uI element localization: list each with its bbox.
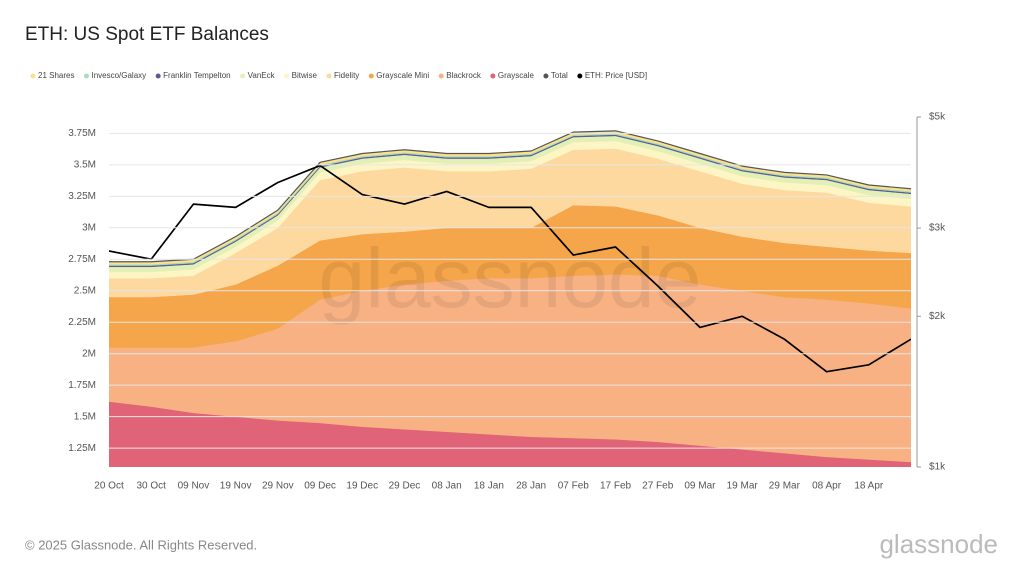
brand-logo: glassnode xyxy=(879,529,998,559)
x-tick-label: 19 Nov xyxy=(220,481,252,492)
x-tick-label: 09 Dec xyxy=(304,481,336,492)
legend-label: Invesco/Galaxy xyxy=(91,71,146,80)
x-tick-label: 28 Jan xyxy=(516,481,546,492)
y-tick-label: 2.5M xyxy=(74,285,96,296)
x-tick-label: 29 Dec xyxy=(389,481,421,492)
legend-marker xyxy=(83,73,89,79)
y2-tick-label: $2k xyxy=(929,311,946,322)
legend-marker xyxy=(577,73,583,79)
legend-marker xyxy=(326,73,332,79)
x-tick-label: 18 Jan xyxy=(474,481,504,492)
legend-marker xyxy=(368,73,374,79)
legend-label: Grayscale xyxy=(498,71,535,80)
line xyxy=(109,164,911,373)
y2-tick-label: $3k xyxy=(929,223,946,234)
legend-marker xyxy=(490,73,496,79)
x-tick-label: 29 Nov xyxy=(262,481,294,492)
legend-label: Bitwise xyxy=(292,71,318,80)
legend-marker xyxy=(155,73,161,79)
y-tick-label: 3M xyxy=(82,222,96,233)
legend-label: ETH: Price [USD] xyxy=(585,71,647,80)
y-tick-label: 3.25M xyxy=(68,191,96,202)
x-tick-label: 30 Oct xyxy=(136,481,166,492)
y2-tick-label: $5k xyxy=(929,112,946,123)
legend-marker xyxy=(543,73,549,79)
y-tick-label: 1.5M xyxy=(74,411,96,422)
chart-title: ETH: US Spot ETF Balances xyxy=(25,24,269,45)
y-tick-label: 2M xyxy=(82,348,96,359)
legend-label: Blackrock xyxy=(446,71,482,80)
x-tick-label: 08 Jan xyxy=(432,481,462,492)
x-tick-label: 27 Feb xyxy=(642,481,674,492)
line xyxy=(109,130,911,263)
legend-marker xyxy=(30,73,36,79)
legend-marker xyxy=(240,73,246,79)
x-tick-label: 19 Mar xyxy=(727,481,759,492)
legend-label: Fidelity xyxy=(334,71,359,80)
legend-label: Total xyxy=(551,71,568,80)
legend-label: 21 Shares xyxy=(38,71,74,80)
x-tick-label: 08 Apr xyxy=(812,481,842,492)
legend-label: Franklin Tempelton xyxy=(163,71,230,80)
legend-marker xyxy=(438,73,444,79)
x-tick-label: 18 Apr xyxy=(854,481,884,492)
y-tick-label: 1.25M xyxy=(68,443,96,454)
legend-marker xyxy=(284,73,290,79)
y-tick-label: 2.75M xyxy=(68,254,96,265)
y2-tick-label: $1k xyxy=(929,462,946,473)
y-tick-label: 3.5M xyxy=(74,159,96,170)
x-tick-label: 19 Dec xyxy=(346,481,378,492)
x-tick-label: 29 Mar xyxy=(769,481,801,492)
watermark: glassnode xyxy=(319,231,702,325)
x-tick-label: 17 Feb xyxy=(600,481,632,492)
footer: © 2025 Glassnode. All Rights Reserved. xyxy=(25,537,257,552)
y-tick-label: 3.75M xyxy=(68,128,96,139)
plot-area xyxy=(109,130,911,467)
y-tick-label: 1.75M xyxy=(68,380,96,391)
x-tick-label: 07 Feb xyxy=(558,481,590,492)
legend-label: Grayscale Mini xyxy=(376,71,429,80)
x-tick-label: 09 Nov xyxy=(178,481,210,492)
x-tick-label: 20 Oct xyxy=(94,481,124,492)
x-tick-label: 09 Mar xyxy=(684,481,716,492)
y-tick-label: 2.25M xyxy=(68,317,96,328)
legend-label: VanEck xyxy=(248,71,276,80)
